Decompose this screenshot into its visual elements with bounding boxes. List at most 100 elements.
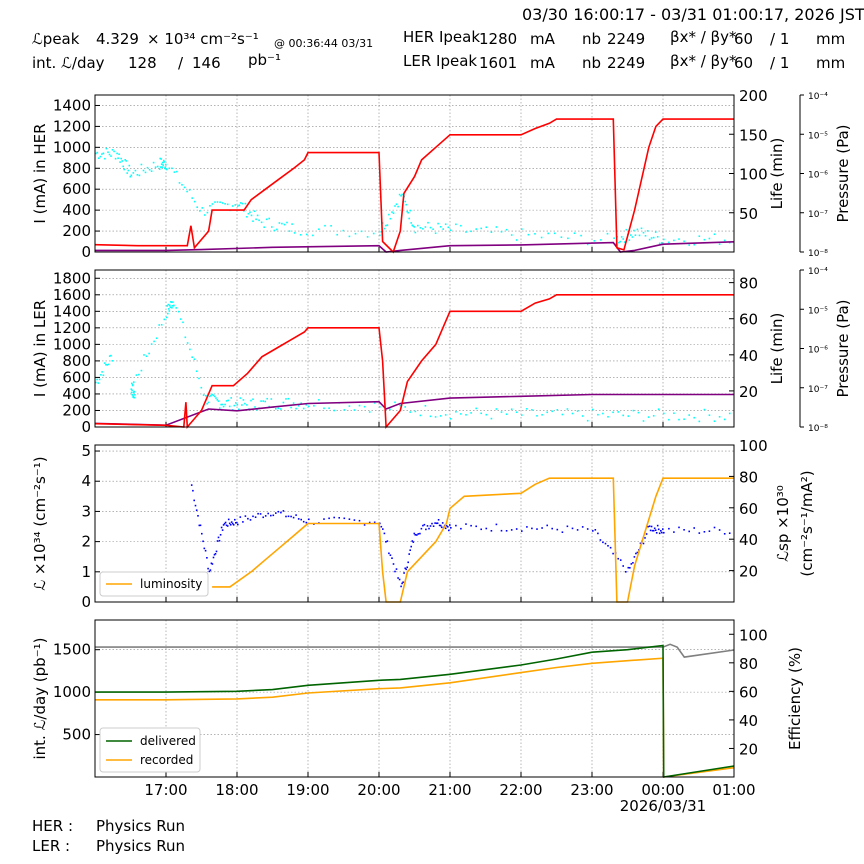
pressure-point-group (95, 147, 731, 246)
pressure-point (183, 186, 186, 189)
pressure-point (204, 214, 206, 216)
pressure-point (560, 236, 563, 238)
specific-lumi-point (432, 525, 435, 527)
specific-lumi-point (220, 526, 223, 529)
pressure-tick-label: 10⁻⁵ (808, 306, 828, 316)
specific-lumi-point (652, 529, 655, 532)
specific-lumi-point (708, 530, 711, 532)
pressure-point (613, 237, 615, 239)
pressure-point (328, 407, 330, 409)
pressure-point (475, 407, 477, 410)
specific-lumi-point (300, 518, 302, 521)
pressure-point (290, 406, 292, 409)
specific-lumi-point (673, 531, 675, 533)
pressure-point (225, 400, 228, 402)
pressure-point (640, 227, 643, 230)
pressure-point (663, 238, 665, 241)
pressure-tick-label: 10⁻⁸ (808, 424, 828, 434)
pressure-point (668, 418, 670, 421)
specific-lumi-point (636, 551, 639, 554)
pressure-point (644, 235, 647, 237)
pressure-point (556, 409, 559, 411)
y-tick-label: 400 (62, 385, 91, 403)
plot-frame (94, 269, 735, 428)
pressure-point (630, 234, 632, 236)
pressure-point (193, 200, 196, 203)
specific-lumi-point (650, 525, 653, 528)
pressure-point (270, 398, 273, 400)
specific-lumi-point (397, 577, 399, 579)
specific-lumi-point (435, 522, 438, 525)
pressure-point (224, 403, 226, 406)
specific-lumi-point (282, 510, 285, 512)
ler-nb-value: 2249 (607, 54, 646, 72)
pressure-point (698, 235, 701, 237)
pressure-point (379, 406, 381, 408)
specific-lumi-point (234, 518, 236, 521)
pressure-point (142, 169, 145, 172)
specific-lumi-point (607, 545, 609, 547)
recorded-line (95, 657, 735, 778)
pressure-point (258, 219, 260, 222)
pressure-point (216, 399, 219, 401)
pressure-point (237, 205, 239, 207)
pressure-point (110, 155, 112, 157)
pressure-point (249, 211, 251, 213)
pressure-point (105, 147, 108, 150)
specific-lumi-point (227, 518, 230, 521)
specific-lumi-point (216, 540, 219, 542)
specific-lumi-point (285, 515, 287, 518)
footer-ler-label: LER : (32, 837, 71, 855)
pressure-point (95, 152, 97, 155)
her-ipeak-unit: mA (530, 30, 555, 48)
pressure-point (392, 212, 395, 214)
pressure-point (286, 221, 288, 224)
specific-lumi-point (594, 529, 597, 531)
pressure-point (241, 404, 243, 406)
specific-lumi-point (475, 525, 477, 528)
pressure-point (424, 405, 427, 407)
y-tick-label: 1200 (53, 117, 91, 135)
pressure-point (410, 222, 412, 224)
pressure-point (178, 182, 181, 184)
y-right-axis-label: Life (min) (768, 138, 786, 210)
pressure-point (633, 229, 635, 232)
x-tick-label: 18:00 (215, 781, 258, 799)
pressure-point (439, 415, 442, 417)
specific-lumi-point (267, 512, 269, 515)
pressure-point (429, 226, 432, 229)
specific-lumi-point (556, 528, 559, 531)
pressure-point (181, 184, 183, 186)
pressure-point (148, 352, 150, 355)
specific-lumi-point (627, 566, 630, 569)
y-right-axis-label: Efficiency (%) (786, 647, 804, 750)
pressure-point (444, 414, 447, 416)
specific-lumi-point (290, 515, 292, 518)
specific-lumi-point (398, 578, 401, 581)
pressure-point (209, 205, 211, 207)
pressure-point (527, 233, 530, 236)
specific-lumi-point (425, 528, 427, 531)
pressure-point (526, 408, 528, 410)
pressure-point (622, 238, 624, 240)
pressure-point (614, 243, 617, 245)
her-beta-unit: mm (816, 30, 846, 48)
ler-beta-label: βx* / βy* (670, 52, 737, 70)
pressure-point (409, 209, 411, 212)
pressure-point (622, 414, 624, 417)
specific-lumi-point (204, 549, 207, 552)
pressure-point (576, 410, 579, 412)
specific-lumi-point (389, 554, 392, 556)
pressure-point (624, 241, 626, 243)
pressure-point (132, 395, 135, 397)
pressure-point (285, 398, 287, 400)
pressure-point (168, 308, 170, 310)
pressure-point (131, 389, 133, 392)
specific-lumi-point (635, 552, 637, 555)
pressure-point (300, 402, 302, 404)
pressure-point (164, 166, 167, 169)
pressure-point (110, 354, 112, 357)
specific-lumi-point (448, 529, 450, 532)
pressure-point (113, 150, 115, 153)
